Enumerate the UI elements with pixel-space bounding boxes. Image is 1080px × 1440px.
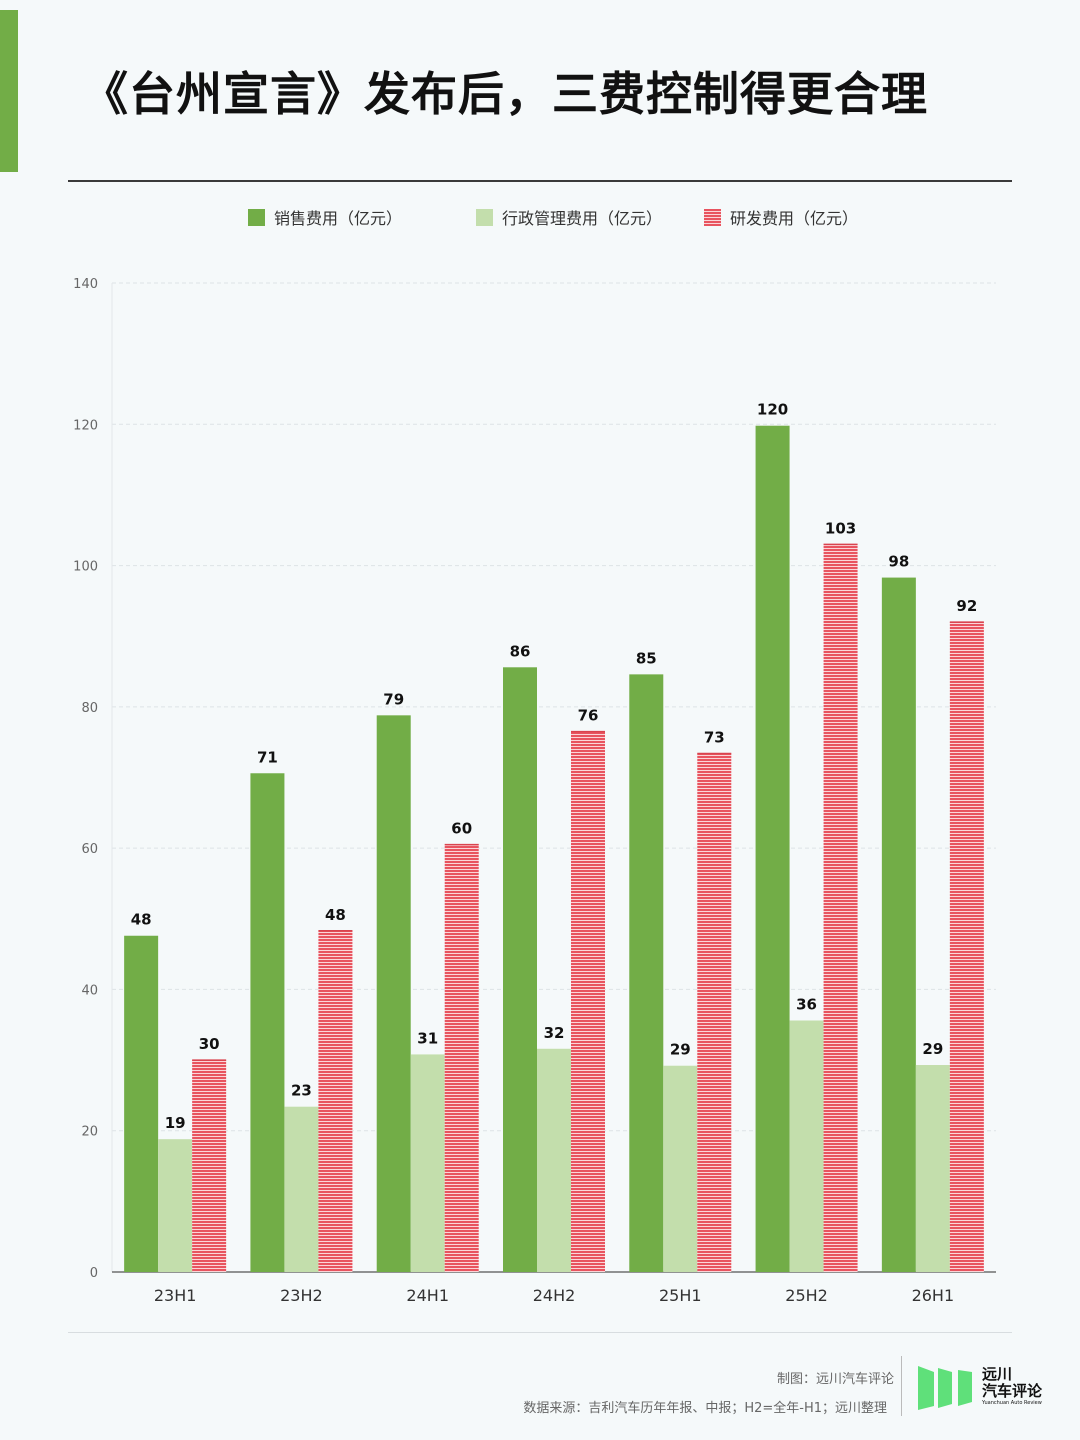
- x-tick-label: 25H1: [659, 1286, 702, 1305]
- data-label: 31: [417, 1029, 438, 1047]
- x-tick-label: 23H2: [280, 1286, 323, 1305]
- data-label: 98: [888, 553, 909, 571]
- bar-admin: [537, 1048, 571, 1272]
- data-label: 86: [510, 642, 531, 660]
- data-label: 92: [956, 597, 977, 615]
- legend-label-admin: 行政管理费用（亿元）: [502, 209, 663, 228]
- data-labels: 48 19 30 71 23 48 79 31 60 86 32 76 85 29 73 120 36 103 98…: [131, 401, 978, 1132]
- data-label: 32: [544, 1024, 565, 1042]
- title-accent-bar: [0, 10, 18, 172]
- y-tick-label: 60: [81, 842, 98, 857]
- bar-sales: [629, 674, 664, 1272]
- brand-name-line2: 汽车评论: [982, 1382, 1043, 1400]
- legend-swatch-admin: [476, 208, 493, 226]
- bar-rd: [444, 844, 479, 1272]
- legend-item-rd: 研发费用（亿元）: [704, 205, 858, 229]
- bar-sales: [376, 715, 411, 1272]
- brand-logo-icon: [918, 1366, 972, 1410]
- data-label: 71: [257, 748, 278, 766]
- data-label: 85: [636, 649, 657, 667]
- data-label: 48: [325, 906, 346, 924]
- y-tick-label: 20: [81, 1125, 98, 1140]
- bar-rd: [949, 622, 984, 1272]
- y-tick-label: 40: [81, 983, 98, 998]
- page-title: 《台州宣言》发布后，三费控制得更合理: [82, 67, 928, 121]
- bar-rd: [697, 753, 732, 1272]
- y-tick-label: 120: [73, 418, 98, 433]
- legend-label-sales: 销售费用（亿元）: [274, 209, 403, 228]
- legend-swatch-rd: [704, 208, 721, 226]
- data-label: 103: [825, 519, 856, 537]
- x-tick-label: 23H1: [154, 1286, 197, 1305]
- x-tick-label: 24H2: [533, 1286, 576, 1305]
- x-tick-label: 26H1: [912, 1286, 955, 1305]
- bar-admin: [158, 1139, 193, 1272]
- y-axis-ticks: 0 20 40 60 80 100 120 140: [73, 277, 98, 1281]
- gridlines: [112, 282, 996, 1132]
- data-label: 120: [757, 401, 788, 419]
- data-label: 19: [165, 1114, 186, 1132]
- legend-label-rd: 研发费用（亿元）: [730, 209, 859, 228]
- bars: [124, 425, 984, 1272]
- bar-chart: 0 20 40 60 80 100 120 140 48 19 30 71 23 48 79 31 60 86 3…: [73, 277, 996, 1305]
- chart-legend: 销售费用（亿元） 行政管理费用（亿元） 研发费用（亿元）: [0, 205, 1080, 235]
- x-tick-label: 25H2: [785, 1286, 828, 1305]
- title-divider: [68, 180, 1012, 182]
- bar-rd: [192, 1060, 227, 1272]
- y-tick-label: 100: [73, 560, 98, 575]
- y-tick-label: 80: [81, 701, 98, 716]
- brand-divider: [901, 1356, 902, 1416]
- bar-admin: [789, 1020, 824, 1272]
- bar-admin: [284, 1106, 319, 1272]
- data-label: 36: [796, 996, 817, 1014]
- data-label: 48: [131, 911, 152, 929]
- bar-sales: [755, 425, 790, 1272]
- chart-credit: 制图：远川汽车评论: [776, 1372, 894, 1387]
- data-label: 79: [383, 690, 404, 708]
- brand-logo-text: 远川 汽车评论 Yuanchuan Auto Review: [982, 1366, 1042, 1407]
- brand-tagline: Yuanchuan Auto Review: [982, 1400, 1042, 1406]
- bar-admin: [410, 1054, 445, 1272]
- bar-sales: [124, 935, 159, 1272]
- legend-swatch-sales: [248, 208, 265, 226]
- legend-item-sales: 销售费用（亿元）: [248, 205, 402, 229]
- data-label: 23: [291, 1082, 312, 1100]
- data-label: 29: [670, 1041, 691, 1059]
- legend-item-admin: 行政管理费用（亿元）: [476, 205, 662, 229]
- data-label: 76: [578, 707, 599, 725]
- bar-admin: [915, 1065, 950, 1272]
- data-label: 30: [199, 1035, 220, 1053]
- bar-admin: [663, 1065, 698, 1272]
- bar-rd: [823, 544, 858, 1272]
- data-label: 29: [922, 1040, 943, 1058]
- x-tick-label: 24H1: [406, 1286, 449, 1305]
- bar-sales: [881, 577, 916, 1272]
- y-tick-label: 0: [90, 1266, 98, 1281]
- y-tick-label: 140: [73, 277, 98, 292]
- data-label: 73: [704, 728, 725, 746]
- footer-divider: [68, 1332, 1012, 1333]
- bar-rd: [318, 930, 353, 1272]
- bar-sales: [503, 667, 537, 1272]
- x-axis-ticks: 23H1 23H2 24H1 24H2 25H1 25H2 26H1: [154, 1286, 954, 1305]
- brand-name-line1: 远川: [982, 1365, 1013, 1383]
- data-label: 60: [451, 820, 472, 838]
- bar-rd: [571, 731, 605, 1272]
- bar-sales: [250, 773, 285, 1272]
- data-source: 数据来源：吉利汽车历年年报、中报；H2=全年-H1；远川整理: [523, 1401, 887, 1416]
